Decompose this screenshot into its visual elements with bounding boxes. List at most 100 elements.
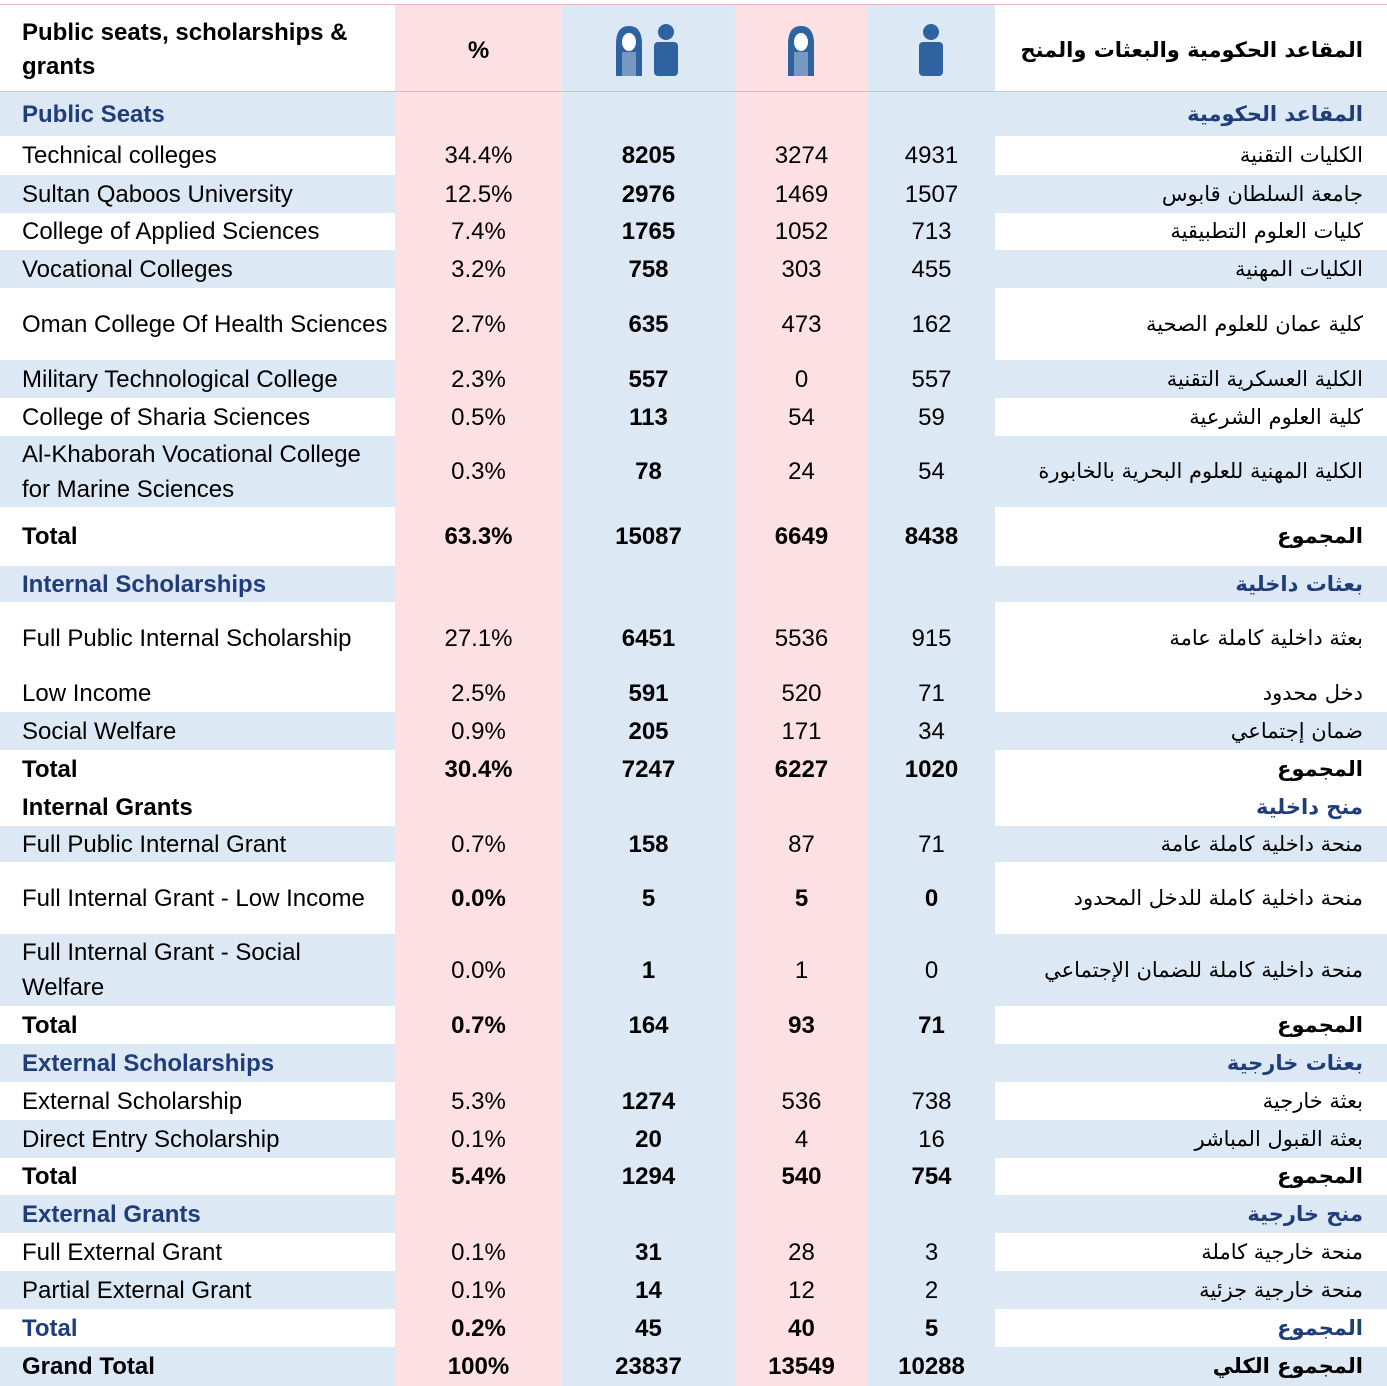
female-cell: 12 <box>788 1276 815 1304</box>
pct-cell: 0.2% <box>451 1314 506 1342</box>
pct-cell: 0.0% <box>451 956 506 984</box>
row-label-ar: المقاعد الحكومية <box>1187 101 1363 126</box>
row-label-en: Sultan Qaboos University <box>22 180 293 208</box>
row-label-en: College of Applied Sciences <box>22 218 320 245</box>
pct-cell: 0.1% <box>451 1125 506 1153</box>
row-band <box>0 1120 395 1158</box>
row-band <box>0 712 395 750</box>
female-cell: 0 <box>794 365 809 393</box>
row-label-ar: كليات العلوم التطبيقية <box>1170 219 1363 243</box>
row-band <box>995 250 1387 288</box>
row-label-en: Partial External Grant <box>22 1276 252 1304</box>
female-cell: 520 <box>781 679 822 707</box>
total-cell: 1294 <box>621 1163 676 1190</box>
pct-cell: 0.9% <box>451 717 506 745</box>
row-label-en: Military Technological College <box>22 365 338 393</box>
row-band <box>0 1195 395 1233</box>
header-percent: % <box>467 36 490 64</box>
row-label-en: Direct Entry Scholarship <box>22 1125 280 1153</box>
row-label-en: Full Public Internal Scholarship <box>22 624 352 652</box>
row-band <box>995 1347 1387 1386</box>
pct-cell: 12.5% <box>444 180 513 208</box>
pct-cell: 3.2% <box>451 255 506 283</box>
female-cell: 6227 <box>774 755 829 783</box>
row-label-en: Technical colleges <box>22 142 217 169</box>
total-cell: 1765 <box>621 218 676 245</box>
pct-cell: 0.7% <box>451 830 506 858</box>
row-label-en: Full Internal Grant - Low Income <box>22 884 365 912</box>
male-cell: 3 <box>924 1238 939 1266</box>
pct-cell: 100% <box>447 1353 510 1380</box>
pct-cell: 0.3% <box>451 458 506 485</box>
pct-cell: 2.7% <box>451 310 506 338</box>
row-label-en: Al-Khaborah Vocational College for Marin… <box>22 440 361 503</box>
total-cell: 591 <box>628 679 669 707</box>
row-label-ar: الكلية العسكرية التقنية <box>1166 366 1363 391</box>
total-cell: 164 <box>628 1011 669 1039</box>
row-label-ar: دخل محدود <box>1262 680 1363 705</box>
male-cell: 1020 <box>904 755 959 783</box>
row-label-ar: منح خارجية <box>1247 1201 1363 1226</box>
male-cell: 71 <box>918 1011 945 1039</box>
row-label-en: Oman College Of Health Sciences <box>22 310 388 338</box>
row-label-ar: المجموع <box>1277 756 1363 781</box>
row-label-en: Full Public Internal Grant <box>22 830 287 858</box>
total-cell: 8205 <box>621 142 676 169</box>
pct-cell: 0.7% <box>451 1011 506 1039</box>
female-cell: 3274 <box>774 142 829 169</box>
row-band <box>995 712 1387 750</box>
female-cell: 536 <box>781 1087 822 1115</box>
row-band <box>995 175 1387 213</box>
pct-column-bg <box>395 5 562 1386</box>
female-cell: 1052 <box>774 218 829 245</box>
row-band <box>0 92 395 136</box>
row-label-ar: منح داخلية <box>1255 794 1363 819</box>
total-cell: 205 <box>628 717 669 745</box>
row-band <box>995 92 1387 136</box>
row-label-ar: بعثة القبول المباشر <box>1194 1126 1363 1151</box>
female-cell: 1469 <box>774 180 829 208</box>
pct-cell: 30.4% <box>444 755 513 783</box>
total-cell: 5 <box>641 884 656 912</box>
header-title-ar: المقاعد الحكومية والبعثات والمنح <box>1020 37 1363 62</box>
male-cell: 10288 <box>898 1353 965 1380</box>
row-band <box>995 1271 1387 1309</box>
row-label-ar: منحة داخلية كاملة عامة <box>1160 831 1363 856</box>
pct-cell: 5.4% <box>451 1163 506 1190</box>
male-cell: 0 <box>924 956 939 984</box>
male-cell: 738 <box>911 1087 952 1115</box>
row-label-en: Internal Scholarships <box>22 570 267 598</box>
male-cell: 4931 <box>904 142 959 169</box>
female-cell: 87 <box>788 830 815 858</box>
row-label-en: Total <box>22 523 78 550</box>
female-column-bg <box>735 5 868 1386</box>
pct-cell: 5.3% <box>451 1087 506 1115</box>
male-cell: 1507 <box>904 180 959 208</box>
male-cell: 2 <box>924 1276 939 1304</box>
female-cell: 303 <box>781 255 822 283</box>
pct-cell: 0.1% <box>451 1238 506 1266</box>
row-label-ar: منحة داخلية كاملة للدخل المحدود <box>1073 885 1363 910</box>
female-cell: 171 <box>781 717 822 745</box>
pct-cell: 0.5% <box>451 403 506 431</box>
row-band <box>0 1044 395 1082</box>
row-band <box>0 436 395 507</box>
row-label-ar: جامعة السلطان قابوس <box>1161 181 1363 206</box>
row-label-en: Total <box>22 1314 78 1342</box>
row-label-en: Full External Grant <box>22 1238 223 1266</box>
pct-cell: 0.1% <box>451 1276 506 1304</box>
male-cell: 59 <box>918 403 945 431</box>
total-column-bg <box>562 5 735 1386</box>
row-label-en: External Grants <box>22 1200 201 1228</box>
row-band <box>0 566 395 602</box>
total-cell: 45 <box>635 1314 662 1342</box>
male-cell: 54 <box>918 458 945 485</box>
row-label-ar: بعثة داخلية كاملة عامة <box>1169 625 1363 650</box>
total-cell: 113 <box>629 403 668 431</box>
header-border <box>0 91 1387 92</box>
row-label-ar: المجموع <box>1277 1012 1363 1037</box>
row-label-en: Total <box>22 755 78 783</box>
row-label-ar: الكليات المهنية <box>1235 256 1363 281</box>
female-cell: 28 <box>788 1238 815 1266</box>
